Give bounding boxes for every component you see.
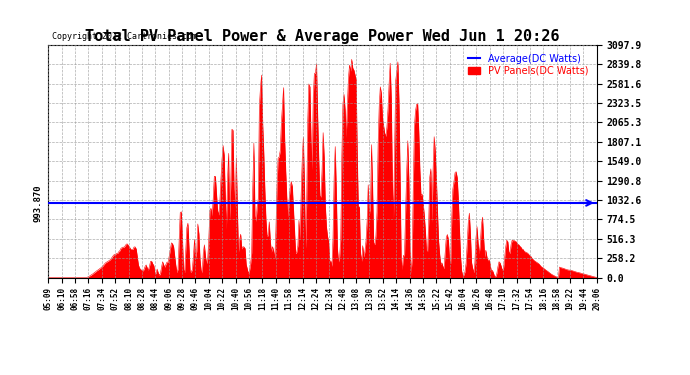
Text: Copyright 2022 Cartronics.com: Copyright 2022 Cartronics.com <box>52 32 197 41</box>
Title: Total PV Panel Power & Average Power Wed Jun 1 20:26: Total PV Panel Power & Average Power Wed… <box>86 29 560 44</box>
Legend: Average(DC Watts), PV Panels(DC Watts): Average(DC Watts), PV Panels(DC Watts) <box>464 50 592 80</box>
Text: 993.870: 993.870 <box>34 184 43 222</box>
